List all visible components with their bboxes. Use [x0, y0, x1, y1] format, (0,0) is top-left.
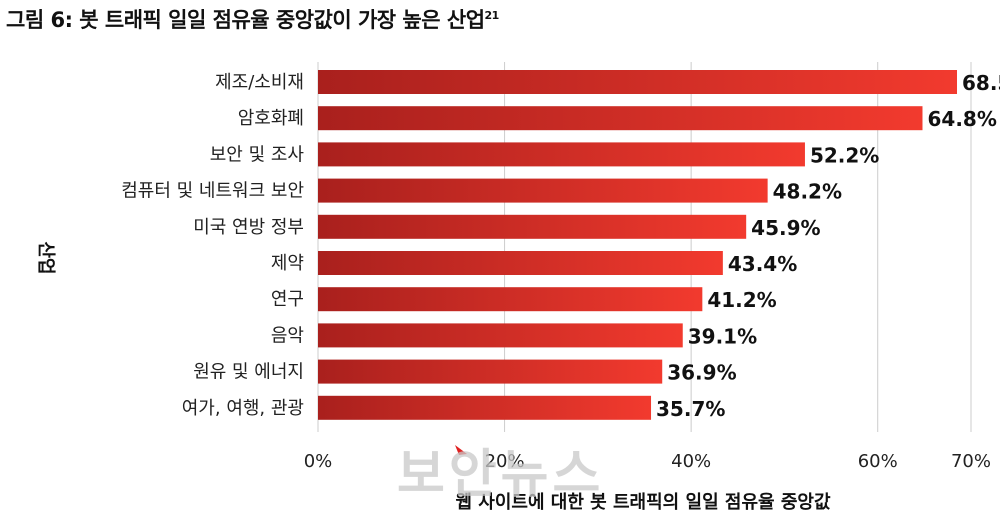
category-label: 음악	[271, 325, 304, 346]
x-tick-label: 0%	[304, 451, 333, 472]
x-tick-label: 20%	[485, 451, 525, 472]
value-label: 48.2%	[773, 180, 842, 204]
bar	[318, 106, 923, 131]
x-tick-label: 60%	[858, 451, 898, 472]
bar	[318, 214, 747, 239]
category-label: 컴퓨터 및 네트워크 보안	[121, 181, 304, 202]
value-label: 39.1%	[688, 324, 757, 348]
bar	[318, 251, 723, 275]
title-footnote: 21	[484, 9, 500, 22]
value-label: 36.9%	[667, 361, 736, 385]
category-label: 여가, 여행, 관광	[182, 398, 304, 419]
watermark-mark	[455, 445, 467, 455]
chart-title-text: 그림 6: 봇 트래픽 일일 점유율 중앙값이 가장 높은 산업	[6, 8, 485, 32]
bar	[318, 287, 703, 312]
value-label: 52.2%	[810, 143, 879, 167]
bar	[318, 70, 958, 94]
category-label: 원유 및 에너지	[193, 362, 304, 383]
category-label: 제조/소비재	[215, 72, 304, 93]
chart-title: 그림 6: 봇 트래픽 일일 점유율 중앙값이 가장 높은 산업21	[6, 4, 499, 34]
category-label: 제약	[271, 253, 304, 274]
value-label: 68.5%	[962, 71, 1000, 95]
x-tick-label: 70%	[951, 451, 991, 472]
bar	[318, 359, 663, 384]
y-axis-title: 산업	[35, 241, 56, 274]
value-labels: 68.5% 64.8% 52.2% 48.2% 45.9% 43.4% 41.2% 39.1%…	[656, 71, 1000, 421]
value-label: 64.8%	[927, 107, 996, 131]
bar	[318, 178, 768, 203]
watermark-text: 보안뉴스	[397, 445, 605, 505]
bar	[318, 395, 652, 420]
bar	[318, 323, 683, 348]
category-label: 보안 및 조사	[210, 144, 305, 165]
value-label: 35.7%	[656, 397, 725, 421]
x-axis-title: 웹 사이트에 대한 봇 트래픽의 일일 점유율 중앙값	[455, 492, 831, 513]
value-label: 43.4%	[728, 252, 797, 276]
category-label: 연구	[271, 289, 304, 310]
bar	[318, 142, 805, 167]
x-tick-label: 40%	[671, 451, 711, 472]
value-label: 45.9%	[751, 216, 820, 240]
value-label: 41.2%	[707, 288, 776, 312]
category-label: 미국 연방 정부	[193, 217, 304, 238]
bars	[318, 70, 958, 420]
x-tick-labels: 0% 20% 40% 60% 70%	[304, 451, 991, 472]
watermark-mark-shape	[455, 445, 467, 455]
category-label: 암호화폐	[238, 108, 304, 129]
